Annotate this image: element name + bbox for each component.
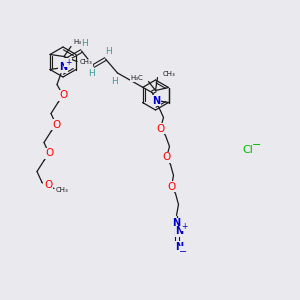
Text: H: H: [88, 70, 95, 79]
Text: N: N: [176, 242, 184, 251]
Text: O: O: [162, 152, 171, 163]
Text: Cl: Cl: [243, 145, 254, 155]
Text: H: H: [105, 47, 112, 56]
Text: CH₃: CH₃: [163, 71, 175, 77]
Text: O: O: [44, 181, 52, 190]
Text: O: O: [167, 182, 175, 191]
Text: N: N: [172, 218, 181, 229]
Text: H: H: [111, 76, 118, 85]
Text: +: +: [181, 222, 188, 231]
Text: H₃C: H₃C: [73, 40, 86, 46]
Text: O: O: [45, 148, 53, 158]
Text: +: +: [65, 58, 71, 67]
Text: CH₃: CH₃: [80, 59, 93, 65]
Text: CH₃: CH₃: [56, 187, 69, 193]
Text: −: −: [252, 140, 262, 150]
Text: H₃C: H₃C: [131, 76, 143, 82]
Text: O: O: [156, 124, 165, 134]
Text: O: O: [59, 91, 67, 100]
Text: N: N: [59, 62, 67, 73]
Text: N: N: [176, 226, 184, 236]
Text: N: N: [152, 95, 160, 106]
Text: O: O: [52, 119, 60, 130]
Text: H: H: [81, 40, 88, 49]
Text: −: −: [179, 247, 188, 256]
